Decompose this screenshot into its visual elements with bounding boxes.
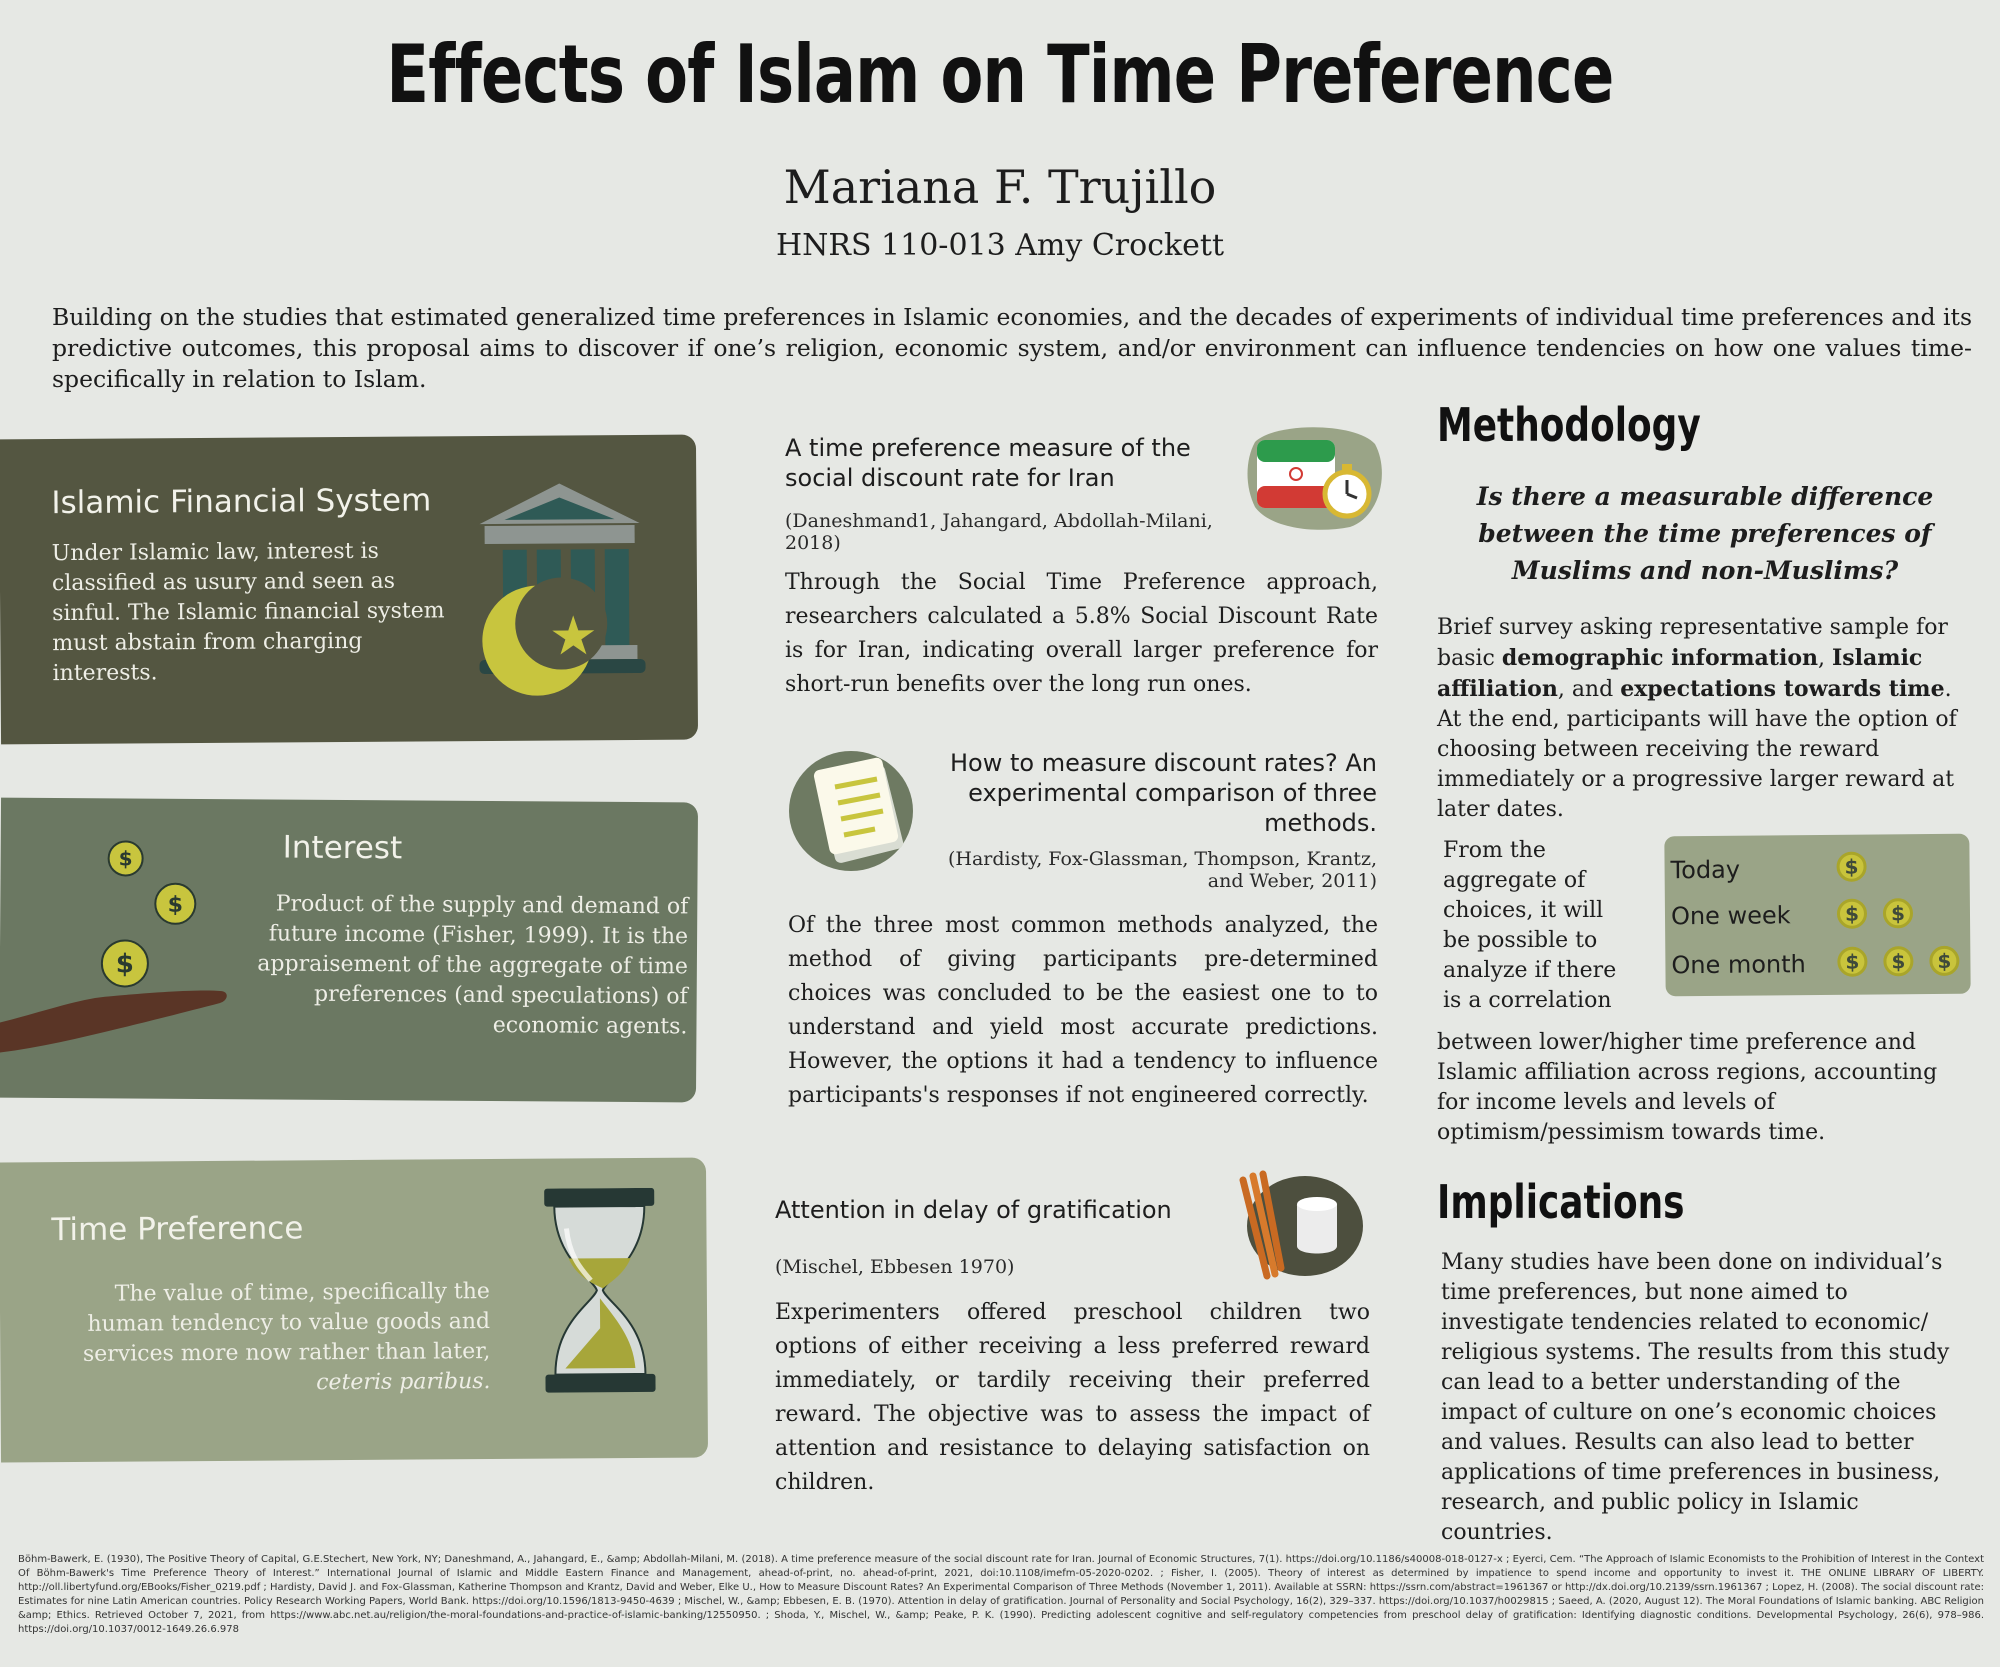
panel-body: Under Islamic law, interest is classifie…	[51, 538, 445, 687]
panel-interest: Interest Product of the supply and deman…	[0, 797, 699, 1103]
study-discount-citation: (Hardisty, Fox-Glassman, Thompson, Krant…	[948, 848, 1377, 892]
dollar-coin-icon: $	[1836, 898, 1868, 929]
course-info: HNRS 110-013 Amy Crockett	[775, 228, 1225, 263]
methodology-conclusion: between lower/higher time preference and…	[1437, 1030, 1938, 1145]
study-iran-title: A time preference measure of the social …	[785, 434, 1191, 492]
reward-label: One week	[1670, 901, 1791, 931]
panel-time-preference: Time Preference The value of time, speci…	[0, 1157, 709, 1463]
study-iran-body: Through the Social Time Preference appro…	[785, 570, 1378, 697]
methodology-heading: Methodology	[1437, 398, 1701, 452]
study-discount-title: How to measure discount rates? An experi…	[949, 749, 1377, 837]
intro-paragraph: Building on the studies that estimated g…	[52, 303, 1972, 393]
svg-text:$: $	[168, 893, 183, 918]
hand-coins-icon: $ $ $	[0, 840, 227, 1053]
poster-title: Effects of Islam on Time Preference	[386, 28, 1614, 121]
study-iran-citation: (Daneshmand1, Jahangard, Abdollah-Milani…	[785, 510, 1213, 554]
author-name: Mariana F. Trujillo	[783, 160, 1217, 214]
panel-title: Time Preference	[51, 1210, 304, 1249]
study-gratification-body: Experimenters offered preschool children…	[775, 1300, 1370, 1495]
pretzel-marshmallow-icon	[1239, 1170, 1363, 1280]
implications-body: Many studies have been done on individua…	[1441, 1250, 1950, 1545]
svg-text:$: $	[116, 949, 134, 979]
reward-options-card: Today One week One month $ $ $ $ $ $	[1664, 833, 1971, 997]
reward-label: Today	[1670, 855, 1741, 885]
panel-body: Product of the supply and demand of futu…	[257, 891, 689, 1040]
study-gratification-title: Attention in delay of gratification	[775, 1196, 1172, 1224]
methodology-paragraph: Brief survey asking representative sampl…	[1437, 615, 1957, 822]
panel-title: Interest	[282, 829, 403, 867]
panel-body: The value of time, specifically the huma…	[82, 1279, 491, 1396]
implications-heading: Implications	[1437, 1175, 1685, 1229]
study-gratification-citation: (Mischel, Ebbesen 1970)	[775, 1256, 1015, 1278]
svg-text:$: $	[119, 846, 133, 870]
dollar-coin-icon: $	[1929, 945, 1960, 977]
panel-title: Islamic Financial System	[51, 482, 432, 522]
hourglass-icon	[544, 1187, 656, 1393]
methodology-correlation-text: From the aggregate of choices, it will b…	[1443, 838, 1617, 1013]
iran-flag-clock-icon	[1247, 427, 1382, 530]
dollar-coin-icon: $	[1837, 946, 1868, 977]
references: Böhm-Bawerk, E. (1930), The Positive The…	[18, 1554, 1984, 1635]
study-discount-body: Of the three most common methods analyze…	[788, 913, 1378, 1108]
documents-icon	[789, 751, 913, 871]
research-question: Is there a measurable difference between…	[1476, 482, 1934, 585]
bank-crescent-icon	[479, 483, 646, 696]
panel-islamic-financial-system: Islamic Financial System Under Islamic l…	[0, 434, 699, 745]
dollar-coin-icon: $	[1882, 898, 1914, 929]
dollar-coin-icon: $	[1883, 946, 1914, 977]
reward-label: One month	[1671, 950, 1806, 980]
dollar-coin-icon: $	[1836, 851, 1867, 882]
